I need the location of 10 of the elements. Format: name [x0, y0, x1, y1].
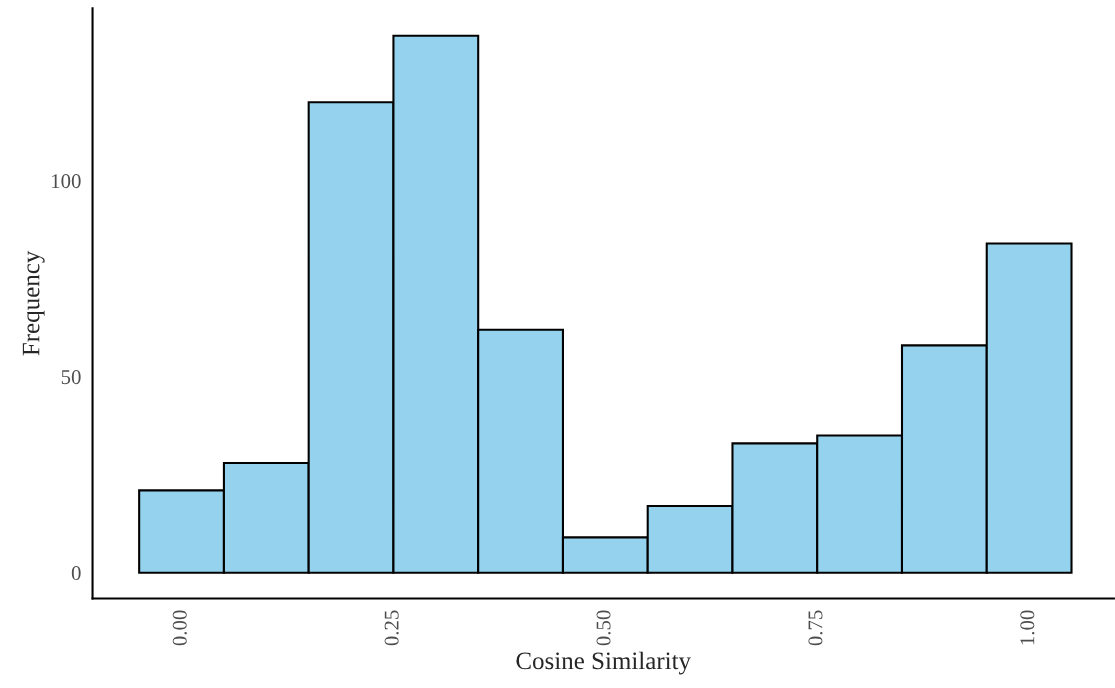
y-tick-label: 100 — [52, 174, 81, 189]
x-tick-label: 0.25 — [384, 610, 399, 646]
x-tick-label: 1.00 — [1020, 610, 1035, 645]
y-tick-label: 50 — [61, 370, 81, 385]
x-tick-label: 0.75 — [808, 610, 823, 646]
x-tick-label: 0.50 — [596, 610, 611, 646]
x-tick-label: 0.00 — [172, 610, 187, 646]
y-tick-label: 0 — [71, 566, 81, 581]
y-axis-title: Frequency — [22, 250, 45, 356]
x-axis-title: Cosine Similarity — [516, 651, 691, 675]
